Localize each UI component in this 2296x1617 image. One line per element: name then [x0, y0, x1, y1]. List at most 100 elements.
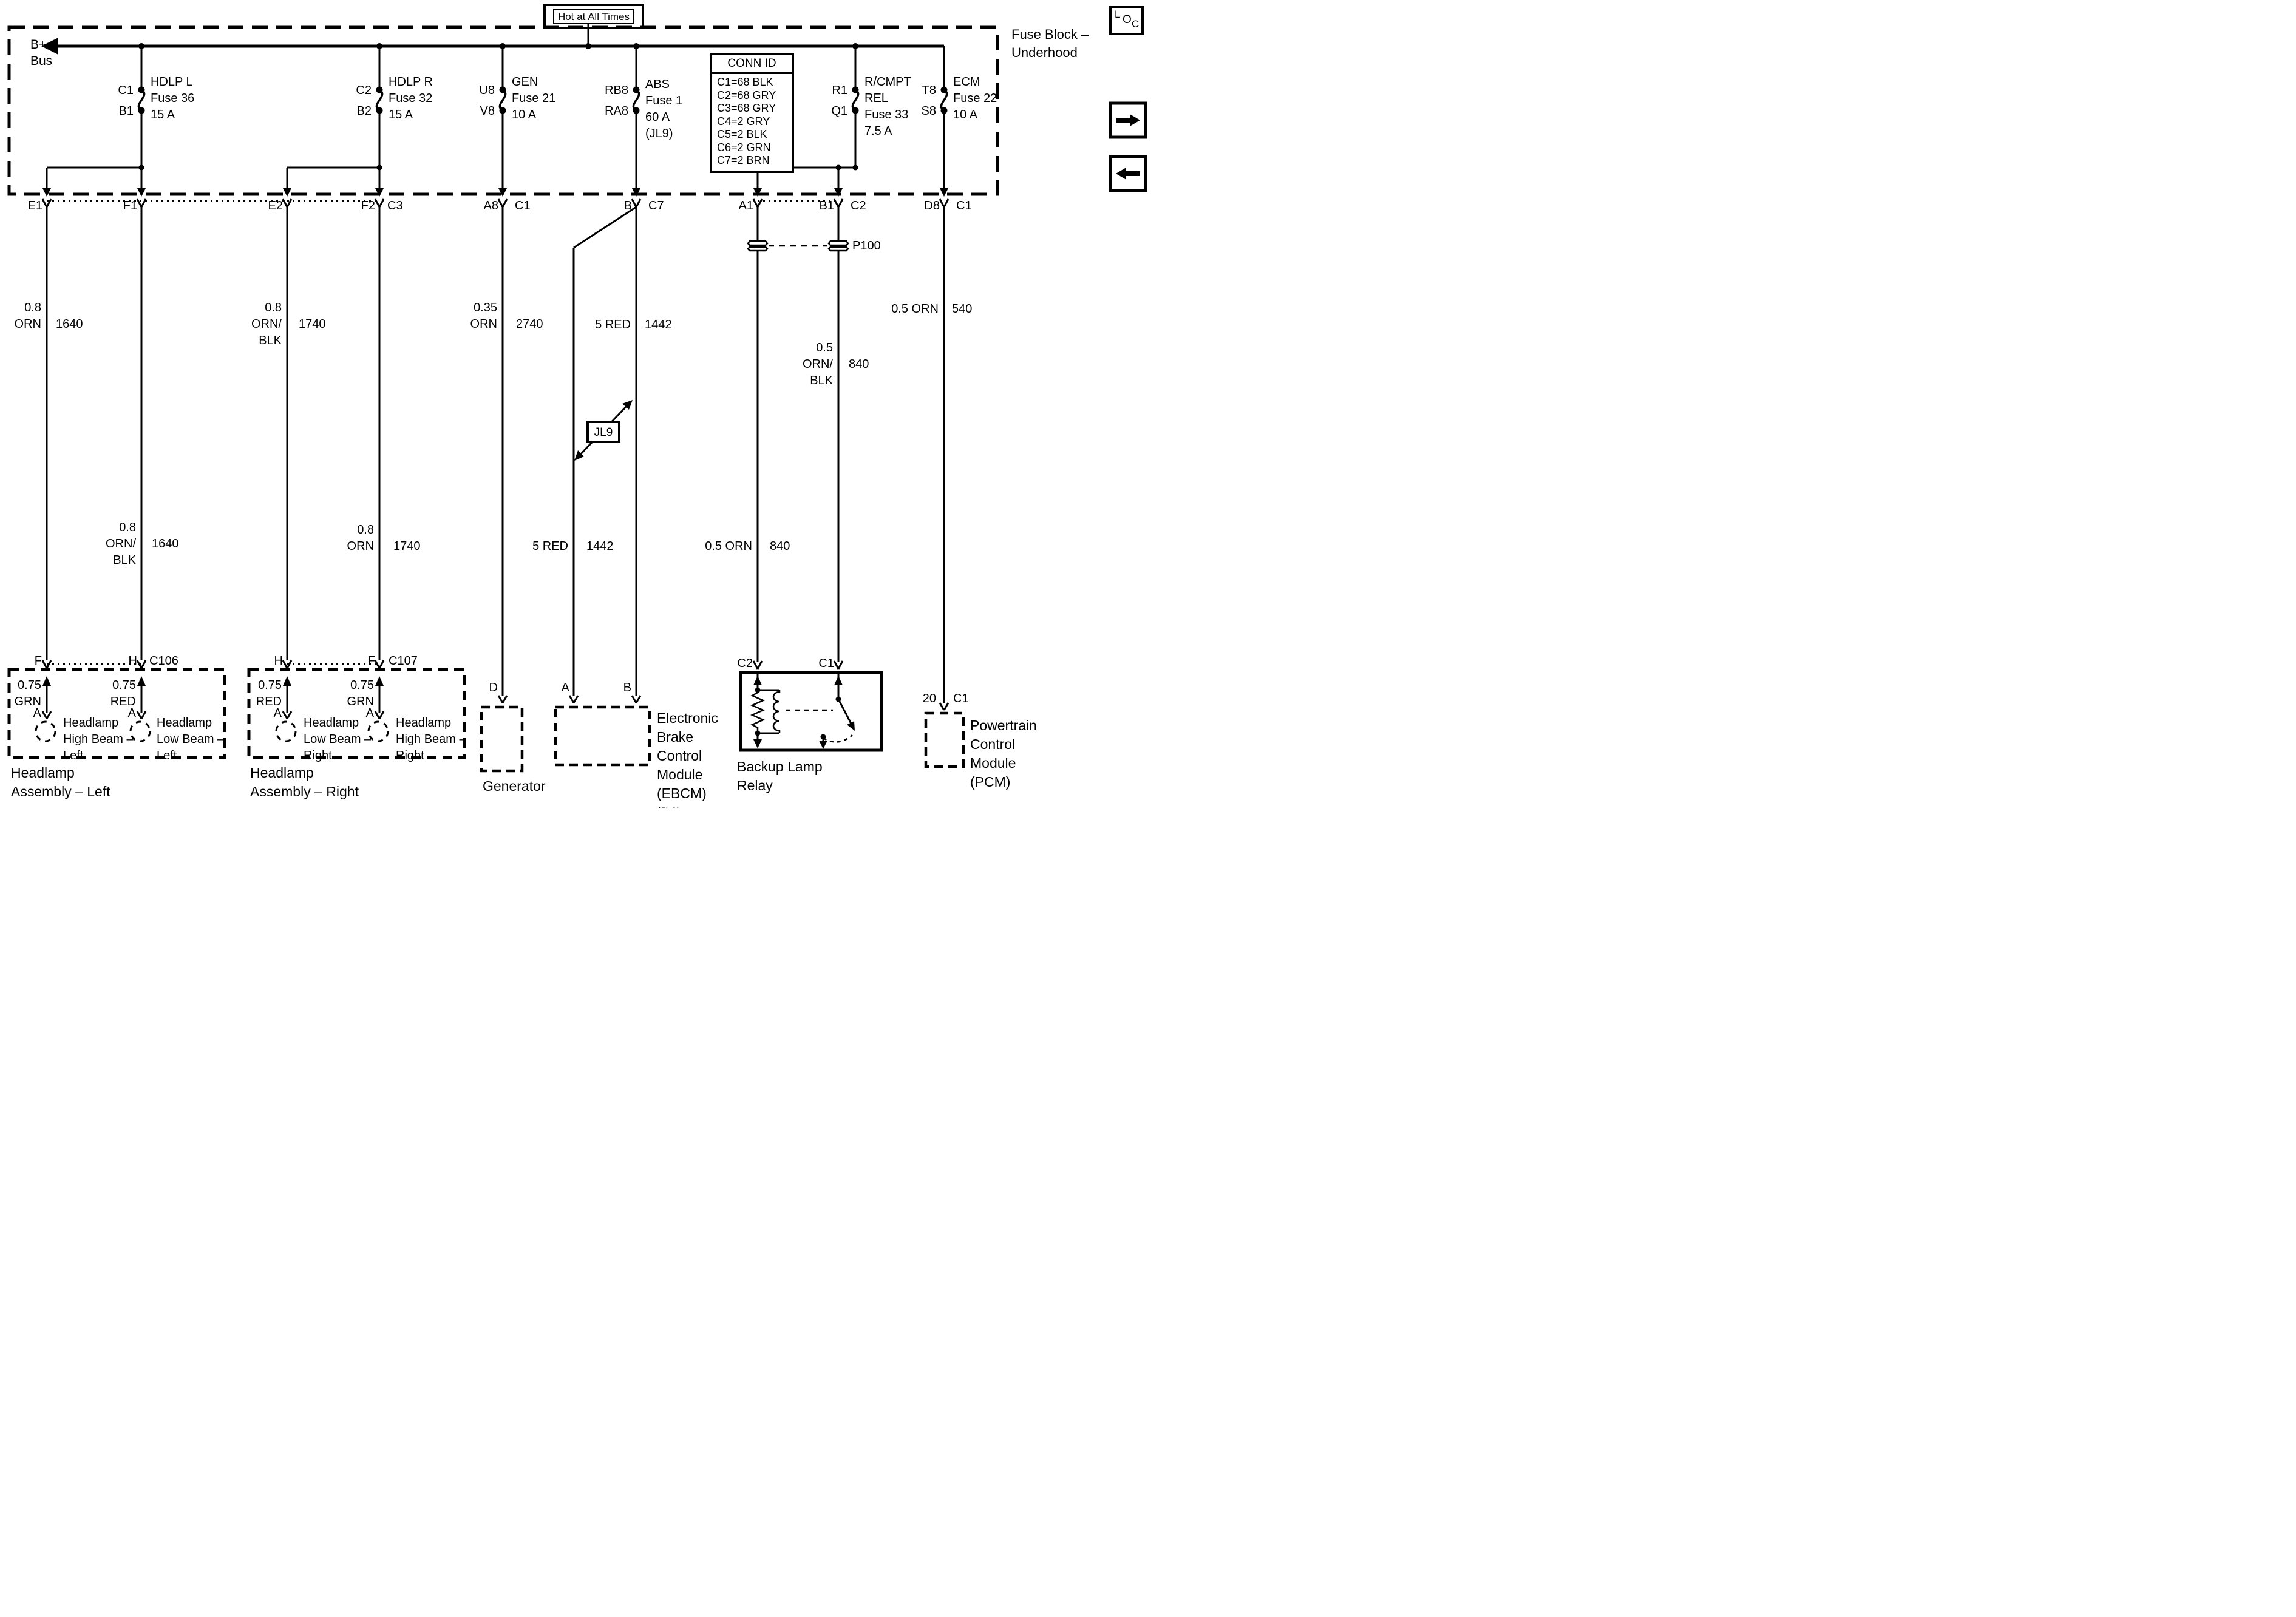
generator-name: Generator: [483, 778, 546, 794]
wire-label-ornblk-1740: 0.8 ORN/ BLK: [251, 300, 282, 349]
wire-size: 0.5: [816, 341, 833, 354]
wire-color: ORN: [470, 317, 497, 331]
fuse33-pin-top: R1: [832, 84, 847, 97]
hl-left-bulb2-label: Headlamp Low Beam – Left: [157, 715, 224, 764]
fuse36-pin-top: C1: [118, 84, 134, 97]
p100-connector-symbols: [747, 240, 849, 252]
ebcm-pin-b: B: [623, 681, 631, 694]
pcm-pin-20: 20: [922, 692, 936, 705]
fuse21-pin-top: U8: [479, 84, 495, 97]
component-name-line: Headlamp: [11, 765, 75, 781]
wire-color: ORN/: [803, 358, 833, 371]
title-line: Underhood: [1011, 45, 1078, 60]
loc-letter-c: C: [1132, 18, 1140, 30]
pin-e2: E2: [268, 199, 283, 212]
conn-id-row: C6=2 GRN: [717, 141, 771, 154]
hot-at-all-times-banner: Hot at All Times: [543, 4, 644, 29]
fuse22-pin-bottom: S8: [921, 104, 936, 118]
hl-left-pin-h: H: [128, 654, 137, 668]
pcm-name: Powertrain Control Module (PCM): [970, 716, 1037, 792]
hl-right-bulb2-pin: A: [365, 707, 374, 720]
conn-c106: C106: [149, 654, 178, 668]
fuse-name-line: 60 A: [645, 110, 670, 124]
fuse21-name: GEN Fuse 21 10 A: [512, 74, 555, 123]
wire-size: 0.75: [18, 679, 41, 692]
hl-right-pin-h: H: [274, 654, 283, 668]
headlamp-left-box: [7, 668, 226, 759]
conn-c3: C3: [387, 199, 403, 212]
fuse36-pin-bottom: B1: [118, 104, 134, 118]
conn-c7: C7: [648, 199, 664, 212]
component-name-line: Headlamp: [250, 765, 314, 781]
fuse-name-line: Fuse 32: [389, 92, 433, 105]
wire-label-orn-840: 0.5 ORN: [705, 540, 752, 553]
conn-id-title: CONN ID: [712, 55, 792, 74]
wire-size: 0.75: [112, 679, 136, 692]
pin-b1: B1: [819, 199, 834, 212]
pin-d8: D8: [924, 199, 940, 212]
wire-size: 0.8: [265, 301, 282, 314]
conn-id-table: CONN ID C1=68 BLK C2=68 GRY C3=68 GRY C4…: [710, 53, 794, 173]
fuse-name-line: GEN: [512, 75, 538, 89]
fuse32-pin-top: C2: [356, 84, 372, 97]
title-line: Fuse Block –: [1011, 27, 1089, 42]
fuse-block-border: [7, 25, 999, 196]
wire-1442-a: [572, 206, 637, 696]
bulb-label-line: Right: [396, 749, 424, 762]
wire-size: 0.8: [119, 521, 136, 534]
jl9-option-marker: [574, 400, 633, 461]
fuse-name-line: REL: [864, 92, 888, 105]
relay-resistor: [750, 690, 766, 733]
pcm-box: [924, 711, 965, 768]
fuse-name-line: 15 A: [151, 108, 175, 121]
hl-left-pin-f: F: [34, 654, 42, 668]
fuse1-pin-bottom: RA8: [605, 104, 628, 118]
hl-right-bulb2-wire: 0.75 GRN: [347, 677, 374, 710]
conn-c1-gen: C1: [515, 199, 531, 212]
fuse33-pin-bottom: Q1: [831, 104, 847, 118]
headlamp-right-box: [247, 668, 466, 759]
wire-label-orn-540: 0.5 ORN: [891, 302, 939, 316]
component-name-line: Powertrain: [970, 717, 1037, 733]
fuse-name-line: HDLP L: [151, 75, 193, 89]
wire-label-red-1442-up: 5 RED: [595, 318, 631, 331]
next-page-icon[interactable]: [1109, 101, 1147, 139]
conn-id-row: C2=68 GRY: [717, 89, 776, 101]
component-name-line: Backup Lamp: [737, 759, 823, 775]
relay-box: [739, 671, 883, 752]
bulb-label-line: Left: [157, 749, 177, 762]
hl-right-bulb1-pin: A: [273, 707, 282, 720]
pcm-conn-c1: C1: [953, 692, 969, 705]
wire-label-orn-2740: 0.35 ORN: [470, 300, 497, 333]
fuse-name-line: 15 A: [389, 108, 413, 121]
fuse-name-line: (JL9): [645, 127, 673, 140]
generator-pin-d: D: [489, 681, 498, 694]
wire-ckt-2740: 2740: [516, 317, 543, 331]
wire-color: BLK: [259, 334, 282, 347]
wire-label-ornblk-840: 0.5 ORN/ BLK: [803, 340, 833, 389]
wire-color: ORN/: [251, 317, 282, 331]
wire-ckt-1442-up: 1442: [645, 318, 672, 331]
wire-size: 0.75: [258, 679, 282, 692]
conn-id-row: C4=2 GRY: [717, 115, 770, 127]
prev-page-icon[interactable]: [1109, 155, 1147, 192]
fuse-name-line: Fuse 1: [645, 94, 683, 107]
fuse-name-line: 10 A: [953, 108, 978, 121]
hl-left-bulb1-wire: 0.75 GRN: [15, 677, 41, 710]
conn-c1-pcm: C1: [956, 199, 972, 212]
p100-label: P100: [852, 239, 881, 253]
fuse-name-line: HDLP R: [389, 75, 433, 89]
wire-ckt-1442-low: 1442: [586, 540, 614, 553]
fuse36-name: HDLP L Fuse 36 15 A: [151, 74, 194, 123]
wire-ckt-1740: 1740: [299, 317, 326, 331]
bulb-symbols: [35, 720, 389, 742]
fuse-name-line: Fuse 36: [151, 92, 195, 105]
hl-left-name: Headlamp Assembly – Left: [11, 764, 110, 801]
wire-label-orn-1740: 0.8 ORN: [347, 522, 374, 555]
bulb-label-line: Right: [304, 749, 332, 762]
hl-right-bulb1-label: Headlamp Low Beam – Right: [304, 715, 371, 764]
loc-icon[interactable]: L O C: [1109, 6, 1144, 35]
fuse22-pin-top: T8: [922, 84, 936, 97]
fuse32-pin-bottom: B2: [356, 104, 372, 118]
conn-id-rows: C1=68 BLK C2=68 GRY C3=68 GRY C4=2 GRY C…: [712, 74, 792, 171]
